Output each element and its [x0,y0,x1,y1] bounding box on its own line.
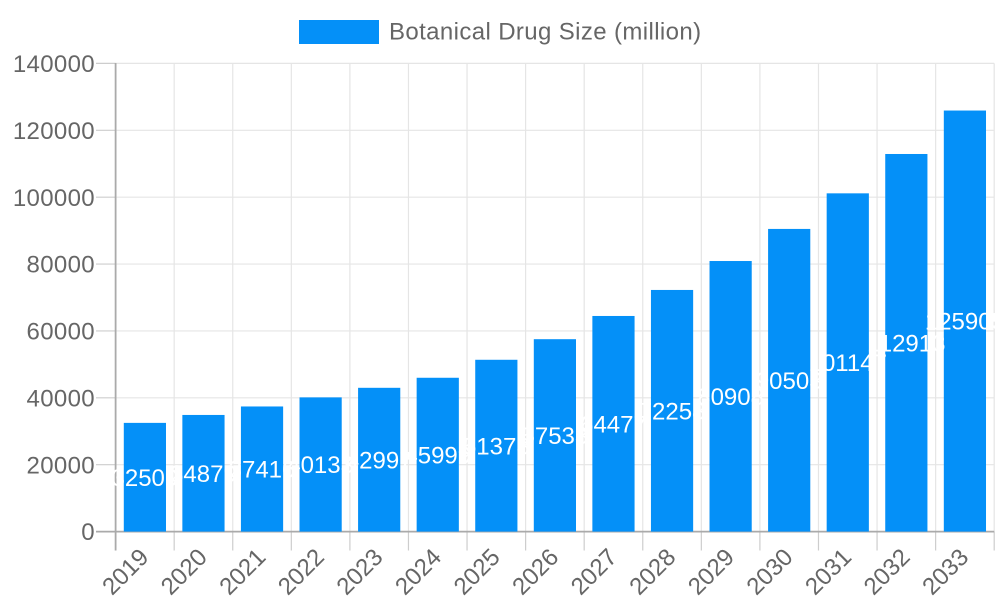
svg-text:51378: 51378 [463,433,530,460]
svg-text:60000: 60000 [27,319,96,346]
svg-text:42997: 42997 [346,447,413,474]
svg-text:125905: 125905 [925,309,1000,336]
svg-text:0: 0 [81,519,95,546]
svg-text:80908: 80908 [697,384,764,411]
svg-text:34879: 34879 [170,461,237,488]
svg-text:37416: 37416 [229,457,296,484]
svg-text:101147: 101147 [809,350,887,377]
svg-text:57533: 57533 [522,423,589,450]
svg-text:40133: 40133 [287,452,354,479]
svg-text:112913: 112913 [867,330,945,357]
svg-text:40000: 40000 [27,385,96,412]
svg-text:64477: 64477 [580,411,647,438]
svg-text:140000: 140000 [13,51,95,78]
svg-text:45999: 45999 [404,442,471,469]
svg-text:72258: 72258 [639,398,706,425]
svg-text:80000: 80000 [27,252,96,279]
svg-text:32509: 32509 [112,465,179,492]
svg-text:120000: 120000 [13,118,95,145]
svg-text:Botanical Drug Size (million): Botanical Drug Size (million) [389,19,701,46]
svg-text:20000: 20000 [27,452,96,479]
svg-text:100000: 100000 [13,185,95,212]
svg-text:90503: 90503 [756,368,823,395]
